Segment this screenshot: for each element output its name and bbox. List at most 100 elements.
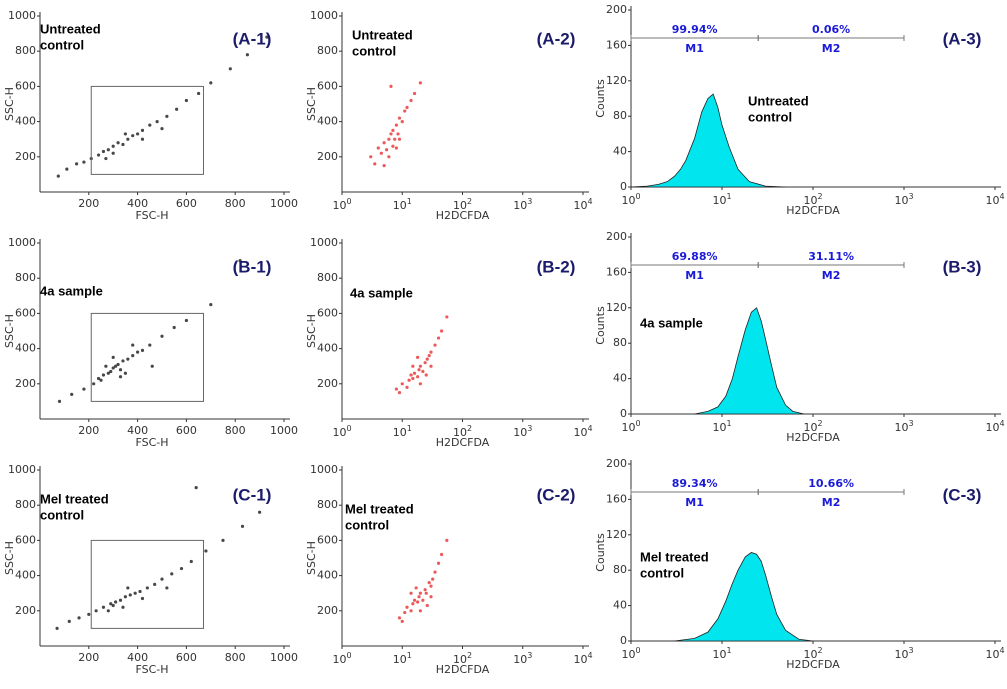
event-dot	[148, 123, 152, 127]
y-tick-label: 400	[15, 342, 36, 355]
y-tick-label: 80	[613, 109, 627, 122]
annotation: control	[748, 109, 792, 124]
event-dot	[407, 378, 411, 382]
x-tick-base: 10	[332, 426, 346, 439]
x-tick-label: 102	[453, 424, 472, 440]
y-tick-label: 1000	[310, 9, 338, 22]
event-dot	[94, 609, 98, 613]
y-tick-label: 800	[15, 498, 36, 511]
event-dot	[160, 127, 164, 131]
y-tick-label: 800	[15, 271, 36, 284]
event-dot	[92, 382, 96, 386]
event-dot	[140, 128, 145, 132]
event-dot	[265, 35, 269, 39]
x-tick-label: 104	[573, 424, 592, 440]
x-tick-label: 102	[453, 651, 472, 667]
y-tick-label: 40	[613, 372, 627, 385]
x-tick-label: 800	[225, 424, 246, 437]
y-tick-label: 800	[317, 498, 338, 511]
event-dot	[409, 609, 413, 613]
x-tick-label: 102	[803, 646, 822, 662]
event-dot	[400, 619, 404, 623]
annotation: Mel treated	[40, 491, 109, 506]
x-tick-label: 104	[985, 192, 1004, 208]
event-dot	[118, 598, 123, 602]
event-dot	[179, 566, 184, 571]
event-dot	[111, 355, 115, 359]
y-tick-label: 400	[317, 342, 338, 355]
x-tick-label: 101	[393, 424, 412, 440]
event-dot	[101, 605, 106, 609]
x-tick-label: 400	[127, 197, 148, 210]
y-tick-label: 800	[317, 44, 338, 57]
x-tick-exp: 3	[527, 424, 532, 433]
x-tick-base: 10	[985, 421, 999, 434]
histogram-area	[630, 93, 786, 188]
y-tick-label: 200	[15, 604, 36, 617]
event-dot	[445, 315, 449, 319]
x-tick-exp: 1	[407, 651, 412, 660]
y-tick-label: 160	[606, 265, 627, 278]
event-dot	[436, 561, 441, 565]
event-dot	[228, 67, 232, 71]
event-dot	[436, 336, 441, 340]
event-dot	[387, 155, 391, 159]
event-dot	[96, 153, 101, 157]
x-tick-label: 1000	[270, 651, 298, 664]
y-tick-label: 600	[317, 79, 338, 92]
x-tick-exp: 4	[587, 424, 592, 433]
event-dot	[121, 142, 125, 147]
x-axis-title: FSC-H	[135, 209, 168, 222]
x-axis-title: H2DCFDA	[786, 431, 840, 444]
event-dot	[121, 605, 125, 609]
event-dot	[194, 486, 198, 490]
panel-label: (B-3)	[943, 257, 982, 276]
y-tick-label: 600	[15, 79, 36, 92]
event-dot	[393, 137, 397, 141]
x-tick-exp: 1	[726, 646, 731, 655]
event-dot	[418, 364, 422, 368]
y-axis-title: SSC-H	[305, 314, 318, 348]
annotation: Untreated	[352, 27, 413, 42]
x-tick-exp: 2	[817, 192, 822, 201]
y-tick-label: 1000	[8, 236, 36, 249]
event-dot	[67, 619, 71, 623]
x-tick-label: 103	[513, 424, 532, 440]
x-axis-title: H2DCFDA	[436, 209, 490, 222]
event-dot	[240, 524, 245, 528]
event-dot	[391, 144, 395, 148]
x-tick-base: 10	[803, 648, 817, 661]
event-dot	[405, 385, 409, 389]
x-tick-exp: 0	[346, 651, 351, 660]
x-tick-exp: 0	[346, 424, 351, 433]
event-dot	[417, 595, 421, 599]
x-tick-exp: 4	[999, 192, 1004, 201]
marker-percent: 10.66%	[808, 477, 854, 490]
y-tick-label: 1000	[310, 236, 338, 249]
event-dot	[133, 591, 137, 595]
y-axis-title: SSC-H	[3, 541, 16, 575]
x-tick-label: 1000	[270, 197, 298, 210]
x-tick-label: 100	[332, 197, 351, 213]
x-tick-label: 102	[803, 192, 822, 208]
event-dot	[136, 350, 140, 354]
marker-percent: 0.06%	[812, 23, 850, 36]
x-axis-title: H2DCFDA	[786, 204, 840, 217]
y-tick-label: 40	[613, 599, 627, 612]
event-dot	[409, 98, 413, 103]
event-dot	[394, 387, 399, 391]
x-tick-base: 10	[803, 421, 817, 434]
event-dot	[429, 364, 433, 368]
panel: 100 101 102 103 1042004006008001000H2DCFDASS…	[305, 9, 593, 222]
marker-name: M2	[822, 269, 841, 282]
annotation: Untreated	[40, 21, 101, 36]
x-tick-exp: 0	[635, 646, 640, 655]
x-tick-label: 1000	[270, 424, 298, 437]
histogram-area	[694, 307, 805, 415]
y-tick-label: 200	[317, 377, 338, 390]
x-tick-exp: 3	[527, 651, 532, 660]
x-tick-base: 10	[894, 648, 908, 661]
x-tick-base: 10	[985, 648, 999, 661]
marker-percent: 89.34%	[672, 477, 718, 490]
